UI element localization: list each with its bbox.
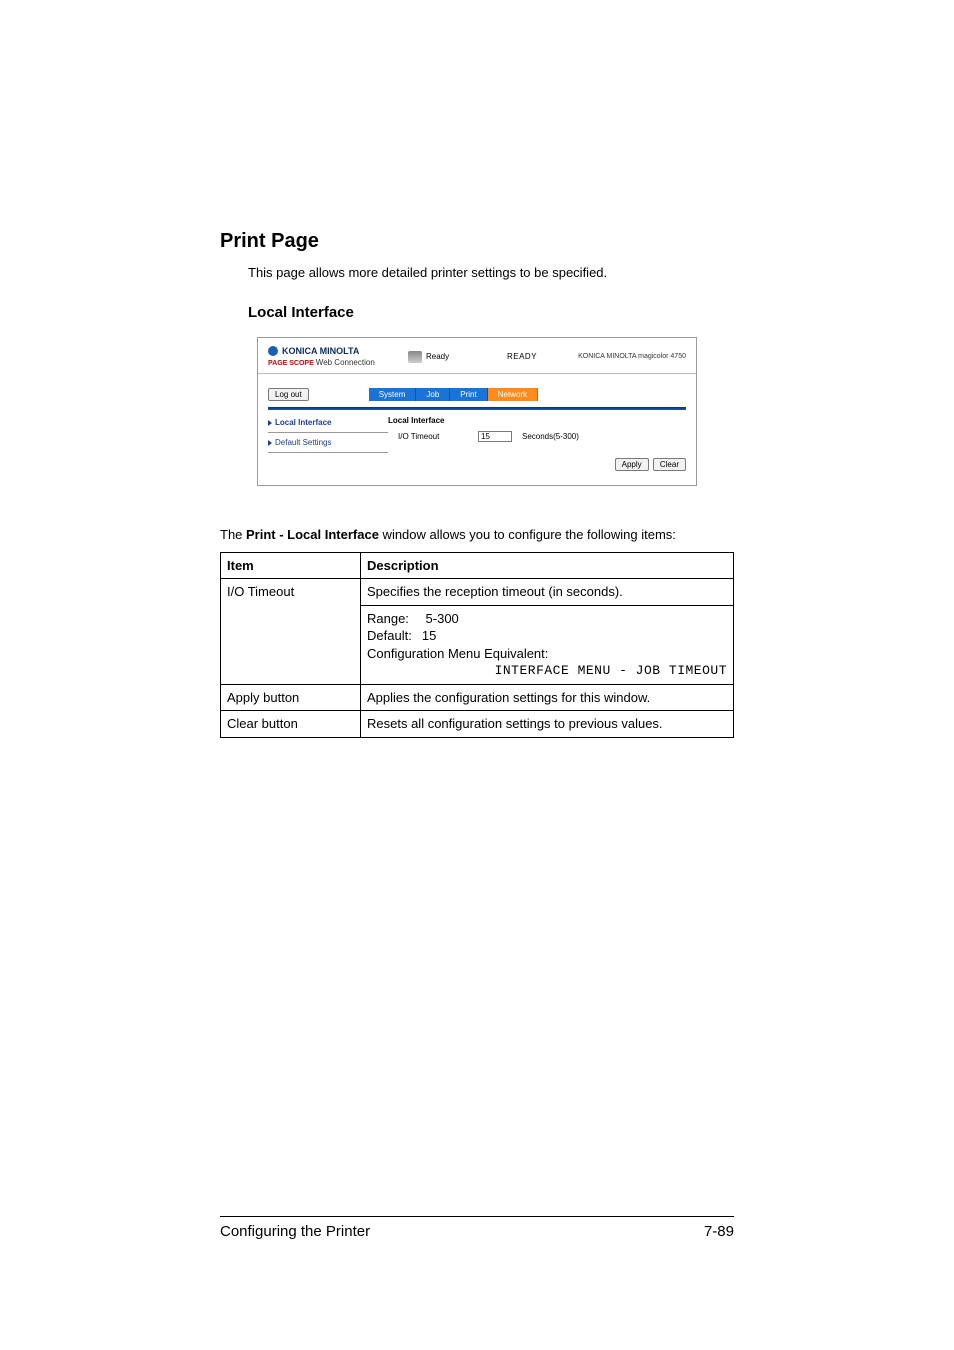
td-apply-desc: Applies the configuration settings for t…: [361, 684, 734, 711]
tab-print[interactable]: Print: [450, 388, 487, 401]
ready-indicator: Ready: [408, 351, 488, 363]
button-row: Apply Clear: [388, 442, 686, 475]
mono-line: INTERFACE MENU - JOB TIMEOUT: [367, 662, 727, 680]
tabs: System Job Print Network: [369, 388, 538, 401]
description-table: Item Description I/O Timeout Specifies t…: [220, 552, 734, 738]
io-timeout-label: I/O Timeout: [388, 432, 468, 441]
default-line: Default: 15: [367, 627, 727, 645]
td-io-timeout-desc2: Range: 5-300 Default: 15 Configuration M…: [361, 605, 734, 684]
table-row: Apply button Applies the configuration s…: [221, 684, 734, 711]
brand-line1: KONICA MINOLTA: [268, 346, 408, 356]
panel-title: Local Interface: [388, 416, 686, 425]
sidebar: Local Interface Default Settings: [268, 416, 388, 475]
io-timeout-input[interactable]: [478, 431, 512, 442]
table-row: I/O Timeout Specifies the reception time…: [221, 579, 734, 606]
embedded-ui-screenshot: KONICA MINOLTA PAGE SCOPEWeb Connection …: [257, 337, 697, 486]
clear-button[interactable]: Clear: [653, 458, 686, 471]
io-timeout-row: I/O Timeout Seconds(5-300): [388, 431, 686, 442]
triangle-icon: [268, 440, 272, 446]
td-clear-item: Clear button: [221, 711, 361, 738]
page-heading: Print Page: [220, 230, 734, 253]
section-heading: Local Interface: [248, 304, 734, 321]
nav-separator: [268, 407, 686, 410]
cfg-line: Configuration Menu Equivalent:: [367, 645, 727, 663]
apply-button[interactable]: Apply: [615, 458, 649, 471]
model-text: KONICA MINOLTA magicolor 4750: [556, 353, 686, 360]
ui-nav: Log out System Job Print Network: [258, 374, 696, 405]
td-io-timeout-item: I/O Timeout: [221, 579, 361, 685]
brand-line2: PAGE SCOPEWeb Connection: [268, 358, 408, 367]
tab-job[interactable]: Job: [416, 388, 450, 401]
logout-button[interactable]: Log out: [268, 388, 309, 401]
table-row: Clear button Resets all configuration se…: [221, 711, 734, 738]
triangle-icon: [268, 420, 272, 426]
main-panel: Local Interface I/O Timeout Seconds(5-30…: [388, 416, 686, 475]
tab-network[interactable]: Network: [488, 388, 538, 401]
status-text: READY: [488, 352, 556, 361]
pre-table-paragraph: The Print - Local Interface window allow…: [220, 526, 734, 544]
ui-body: Local Interface Default Settings Local I…: [258, 416, 696, 485]
ui-header: KONICA MINOLTA PAGE SCOPEWeb Connection …: [258, 338, 696, 374]
pagescope-prefix: PAGE SCOPE: [268, 360, 314, 367]
sidebar-divider: [268, 452, 388, 453]
web-connection-label: Web Connection: [316, 358, 375, 367]
td-io-timeout-desc1: Specifies the reception timeout (in seco…: [361, 579, 734, 606]
footer-left: Configuring the Printer: [220, 1223, 370, 1240]
sidebar-item-local-interface[interactable]: Local Interface: [268, 416, 388, 429]
th-item: Item: [221, 552, 361, 579]
tab-system[interactable]: System: [369, 388, 417, 401]
range-line: Range: 5-300: [367, 610, 727, 628]
sidebar-label-local-interface: Local Interface: [275, 418, 331, 427]
td-clear-desc: Resets all configuration settings to pre…: [361, 711, 734, 738]
th-description: Description: [361, 552, 734, 579]
brand-name: KONICA MINOLTA: [282, 346, 359, 356]
sidebar-divider: [268, 432, 388, 433]
sidebar-item-default-settings[interactable]: Default Settings: [268, 436, 388, 449]
pre-table-text-1: The: [220, 527, 246, 542]
brand-dot-icon: [268, 346, 278, 356]
sidebar-label-default-settings: Default Settings: [275, 438, 331, 447]
io-timeout-unit: Seconds(5-300): [522, 432, 579, 441]
printer-icon: [408, 351, 422, 363]
brand-block: KONICA MINOLTA PAGE SCOPEWeb Connection: [268, 346, 408, 367]
ready-label: Ready: [426, 352, 449, 361]
page-intro: This page allows more detailed printer s…: [248, 265, 734, 280]
footer-right: 7-89: [704, 1223, 734, 1240]
page-footer: Configuring the Printer 7-89: [220, 1216, 734, 1240]
td-apply-item: Apply button: [221, 684, 361, 711]
pre-table-text-2: window allows you to configure the follo…: [379, 527, 676, 542]
pre-table-bold: Print - Local Interface: [246, 527, 379, 542]
table-header-row: Item Description: [221, 552, 734, 579]
